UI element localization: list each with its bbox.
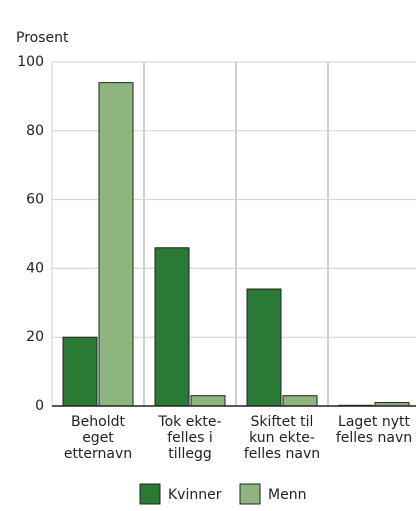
legend-label: Kvinner bbox=[168, 487, 222, 503]
x-tick-label: tillegg bbox=[168, 446, 212, 462]
bar bbox=[62, 336, 98, 407]
x-tick-label: kun ekte- bbox=[249, 430, 315, 446]
x-tick-label: Skiftet til bbox=[251, 414, 314, 430]
y-tick-label: 20 bbox=[26, 329, 44, 345]
bar bbox=[98, 82, 134, 407]
bar bbox=[154, 247, 190, 407]
legend-swatch bbox=[139, 483, 161, 505]
y-tick-label: 60 bbox=[26, 192, 44, 208]
bar bbox=[282, 395, 318, 407]
y-tick-label: 40 bbox=[26, 260, 44, 276]
legend-label: Menn bbox=[268, 487, 306, 503]
bar bbox=[190, 395, 226, 407]
x-tick-label: Beholdt bbox=[71, 414, 125, 430]
x-tick-label: felles navn bbox=[244, 446, 320, 462]
x-tick-label: felles i bbox=[167, 430, 213, 446]
x-tick-label: Tok ekte- bbox=[157, 414, 221, 430]
bar bbox=[246, 288, 282, 407]
legend-swatch bbox=[239, 483, 261, 505]
y-tick-label: 0 bbox=[35, 398, 44, 414]
y-axis-label: Prosent bbox=[16, 30, 69, 46]
x-tick-label: Laget nytt bbox=[338, 414, 410, 430]
y-tick-label: 100 bbox=[17, 54, 44, 70]
y-tick-label: 80 bbox=[26, 123, 44, 139]
x-tick-label: eget bbox=[82, 430, 114, 446]
x-tick-label: felles navn bbox=[336, 430, 412, 446]
x-tick-label: etternavn bbox=[64, 446, 132, 462]
